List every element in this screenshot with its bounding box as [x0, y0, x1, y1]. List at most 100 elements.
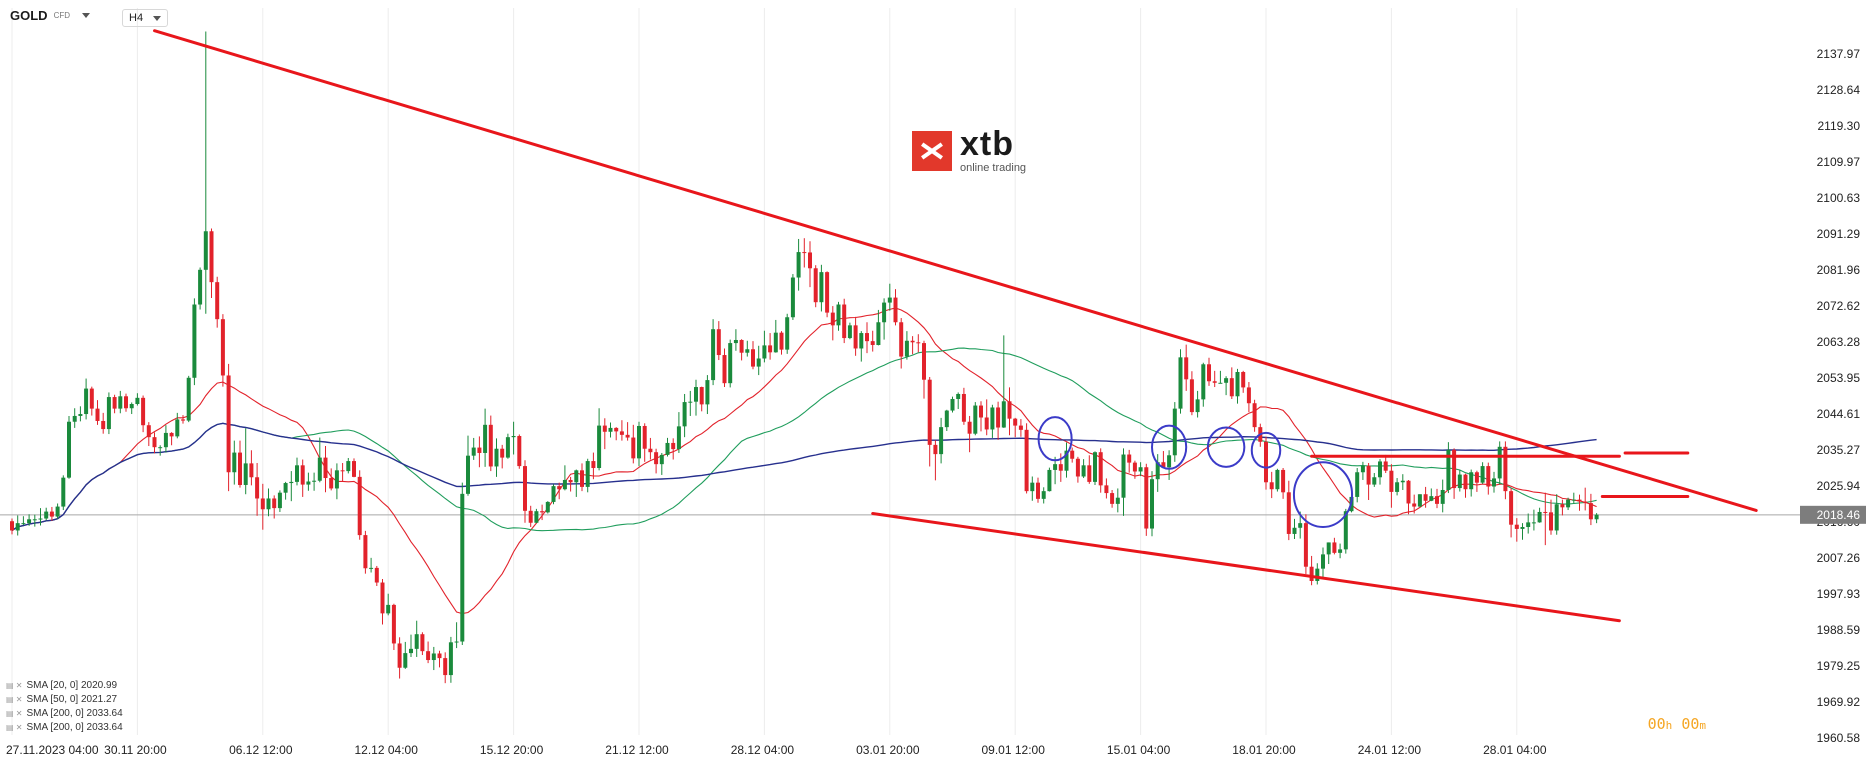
candle: [323, 446, 328, 493]
candle-body: [1298, 523, 1303, 528]
candle: [1509, 488, 1514, 538]
candle: [67, 415, 71, 479]
legend-item[interactable]: ▤ ✕ SMA [200, 0] 2033.64: [6, 721, 123, 735]
legend-item[interactable]: ▤ ✕ SMA [50, 0] 2021.27: [6, 693, 123, 707]
candle-body: [1588, 503, 1593, 520]
candle: [1281, 468, 1286, 499]
candle-body: [568, 479, 573, 483]
candle: [1395, 478, 1400, 496]
candle-body: [220, 319, 225, 376]
candle-body: [528, 510, 533, 523]
candle-body: [1207, 364, 1211, 382]
candle: [1207, 357, 1211, 386]
candle: [209, 228, 214, 298]
candle-body: [44, 511, 49, 519]
price-axis[interactable]: 2137.97 2128.64 2119.30 2109.97 2100.63 2091.…: [1817, 47, 1861, 745]
timeframe-selector[interactable]: H4: [122, 9, 169, 27]
candle: [72, 408, 77, 428]
candle: [979, 401, 983, 432]
indicator-settings-icon[interactable]: ▤ ✕: [6, 681, 23, 690]
chevron-down-icon[interactable]: [153, 15, 162, 21]
candle-body: [414, 634, 419, 649]
candle-body: [409, 648, 413, 654]
legend-item[interactable]: ▤ ✕ SMA [200, 0] 2033.64: [6, 707, 123, 721]
candle: [1001, 335, 1006, 428]
legend-label: SMA [20, 0] 2020.99: [26, 680, 118, 691]
candle-body: [1007, 401, 1012, 419]
candle: [112, 394, 117, 414]
candle-body: [1486, 466, 1491, 487]
candle-body: [1406, 480, 1411, 504]
candle: [1246, 382, 1251, 413]
timer-hours-unit: h: [1665, 719, 1673, 732]
highlight-circle[interactable]: [1292, 461, 1354, 529]
highlight-circle[interactable]: [1206, 426, 1246, 468]
candle: [1195, 390, 1200, 418]
candle: [1053, 456, 1058, 485]
candle: [471, 437, 476, 460]
candle: [1144, 463, 1149, 536]
candle-body: [186, 377, 191, 421]
y-tick-label: 2072.62: [1817, 299, 1861, 313]
candle-body: [1013, 418, 1018, 426]
candle-body: [1338, 549, 1343, 553]
candle-body: [146, 425, 151, 438]
chevron-down-icon[interactable]: [82, 13, 91, 18]
candle: [1121, 448, 1126, 516]
candle-body: [557, 486, 562, 490]
candle-body: [135, 397, 140, 405]
candle-body: [118, 396, 123, 409]
trend-line[interactable]: [871, 512, 1621, 623]
candle-body: [1161, 462, 1166, 468]
candle-body: [1520, 527, 1525, 529]
candle-body: [1144, 467, 1149, 529]
symbol-selector[interactable]: GOLD CFD: [10, 8, 91, 23]
candle: [1303, 514, 1308, 575]
candle: [295, 457, 299, 486]
candle-body: [329, 478, 334, 489]
candle: [916, 334, 921, 353]
highlight-circle[interactable]: [1037, 416, 1073, 462]
indicator-settings-icon[interactable]: ▤ ✕: [6, 695, 23, 704]
indicator-settings-icon[interactable]: ▤ ✕: [6, 709, 23, 718]
trend-line[interactable]: [153, 29, 1758, 512]
candle: [665, 437, 670, 457]
candle: [933, 440, 938, 481]
indicator-settings-icon[interactable]: ▤ ✕: [6, 723, 23, 732]
y-tick-label: 1979.25: [1817, 659, 1861, 673]
candle-body: [1053, 464, 1058, 470]
candle: [15, 515, 20, 536]
candle-body: [1514, 524, 1519, 529]
time-axis[interactable]: 27.11.2023 04:00 30.11 20:00 06.12 12:00 12…: [6, 743, 1547, 757]
candle-body: [312, 480, 317, 482]
y-tick-label: 2035.27: [1817, 443, 1861, 457]
candle: [141, 395, 146, 433]
candle-body: [716, 329, 721, 356]
candle-body: [904, 340, 909, 357]
candle: [887, 283, 892, 311]
candle: [1457, 469, 1462, 492]
candle-body: [1457, 474, 1462, 489]
candle-body: [129, 404, 134, 409]
candle-body: [922, 343, 926, 380]
highlight-circle[interactable]: [1250, 431, 1282, 469]
candle: [1514, 518, 1519, 542]
y-tick-label: 2137.97: [1817, 47, 1861, 61]
candle-body: [1492, 478, 1496, 487]
candle-body: [106, 397, 111, 430]
candle: [1429, 488, 1434, 502]
legend-item[interactable]: ▤ ✕ SMA [20, 0] 2020.99: [6, 679, 123, 693]
candle-body: [545, 501, 550, 513]
candle: [403, 641, 408, 669]
candle: [1503, 441, 1508, 500]
highlight-circle[interactable]: [1151, 424, 1188, 470]
candle: [1315, 563, 1320, 585]
candles: [10, 31, 1599, 684]
candle-body: [1018, 425, 1023, 430]
candle: [642, 423, 647, 462]
candle: [500, 444, 505, 469]
candle-body: [112, 397, 117, 409]
candle-body: [1064, 450, 1069, 471]
candle: [1087, 455, 1092, 484]
